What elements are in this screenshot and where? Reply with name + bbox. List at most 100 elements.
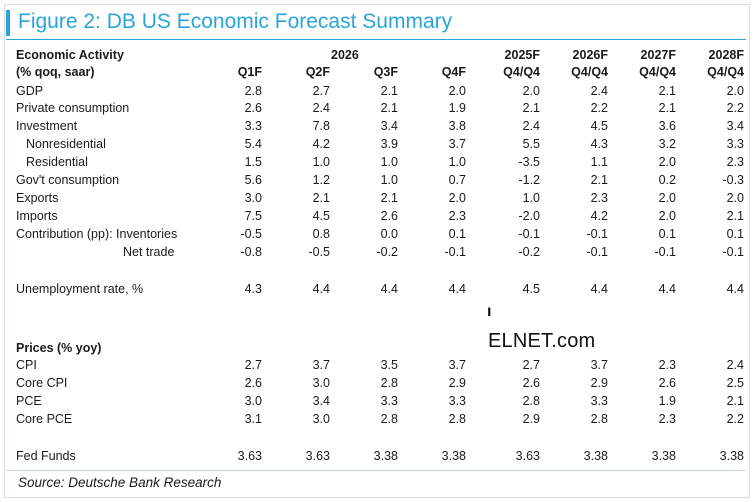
table-cell: 3.3	[448, 394, 466, 408]
table-cell: 1.0	[380, 173, 398, 187]
table-cell: 3.5	[380, 358, 398, 372]
table-cell: 2.1	[522, 101, 540, 115]
table-cell: 2.3	[448, 209, 466, 223]
table-cell: 3.38	[651, 449, 676, 463]
table-cell: 2.0	[658, 191, 676, 205]
table-cell: 4.4	[312, 282, 330, 296]
figure-title-bar: Figure 2: DB US Economic Forecast Summar…	[6, 8, 746, 38]
table-cell: 1.2	[312, 173, 330, 187]
table-cell: 7.8	[312, 119, 330, 133]
table-cell: 3.38	[441, 449, 466, 463]
table-cell: 0.1	[726, 227, 744, 241]
table-cell: 3.3	[244, 119, 262, 133]
table-cell: 3.38	[719, 449, 744, 463]
row-label-exports: Exports	[16, 191, 59, 205]
table-cell: -2.0	[518, 209, 540, 223]
table-cell: 2.8	[380, 376, 398, 390]
table-cell: 3.0	[312, 376, 330, 390]
table-cell: -0.2	[376, 245, 398, 259]
table-cell: 4.5	[312, 209, 330, 223]
table-cell: 2.8	[380, 412, 398, 426]
table-cell: 3.7	[448, 137, 466, 151]
table-cell: 2.1	[312, 191, 330, 205]
table-cell: 4.3	[244, 282, 262, 296]
table-cell: -0.1	[586, 227, 608, 241]
table-cell: 2.1	[658, 101, 676, 115]
table-cell: 3.4	[312, 394, 330, 408]
table-cell: 2.1	[590, 173, 608, 187]
table-cell: 1.9	[448, 101, 466, 115]
table-cell: -0.3	[722, 173, 744, 187]
row-label-residential: Residential	[26, 155, 88, 169]
col-subheader-2026f: Q4/Q4	[571, 65, 608, 79]
table-cell: 2.0	[726, 84, 744, 98]
table-cell: 2.4	[522, 119, 540, 133]
table-cell: 2.3	[726, 155, 744, 169]
table-cell: 3.63	[237, 449, 262, 463]
table-cell: 4.4	[448, 282, 466, 296]
table-cell: -0.1	[444, 245, 466, 259]
table-cell: 2.1	[726, 209, 744, 223]
table-cell: -0.8	[240, 245, 262, 259]
col-header-2028f: 2028F	[708, 48, 744, 62]
table-cell: 1.0	[312, 155, 330, 169]
table-cell: 2.7	[244, 358, 262, 372]
table-cell: 2.6	[522, 376, 540, 390]
table-cell: 2.0	[448, 191, 466, 205]
row-label-nonresidential: Nonresidential	[26, 137, 106, 151]
table-cell: 0.1	[658, 227, 676, 241]
source-note: Source: Deutsche Bank Research	[18, 475, 222, 490]
col-header-q1f: Q1F	[237, 65, 262, 79]
table-cell: 3.6	[658, 119, 676, 133]
col-subheader-2025f: Q4/Q4	[503, 65, 540, 79]
table-cell: 2.2	[590, 101, 608, 115]
row-label-fed-funds: Fed Funds	[16, 449, 76, 463]
table-cell: 1.0	[380, 155, 398, 169]
table-cell: 2.1	[380, 84, 398, 98]
table-cell: -1.2	[518, 173, 540, 187]
table-cell: 2.6	[380, 209, 398, 223]
table-cell: 3.7	[312, 358, 330, 372]
table-cell: 3.8	[448, 119, 466, 133]
table-cell: 1.0	[448, 155, 466, 169]
table-cell: 2.4	[590, 84, 608, 98]
table-cell: 2.5	[726, 376, 744, 390]
table-cell: -0.1	[518, 227, 540, 241]
table-cell: 3.0	[244, 394, 262, 408]
table-cell: 0.8	[312, 227, 330, 241]
table-cell: 5.4	[244, 137, 262, 151]
table-cell: -0.5	[308, 245, 330, 259]
section-sub-qoq-saar: (% qoq, saar)	[16, 65, 95, 79]
table-cell: 2.0	[658, 155, 676, 169]
table-cell: 3.0	[312, 412, 330, 426]
row-label-govt-consumption: Gov't consumption	[16, 173, 120, 187]
table-cell: 3.7	[590, 358, 608, 372]
table-cell: 7.5	[244, 209, 262, 223]
table-cell: 0.1	[448, 227, 466, 241]
table-cell: 2.1	[380, 191, 398, 205]
table-cell: 2.3	[590, 191, 608, 205]
table-cell: 1.1	[590, 155, 608, 169]
table-cell: 2.8	[244, 84, 262, 98]
table-cell: 2.2	[726, 412, 744, 426]
table-cell: -3.5	[518, 155, 540, 169]
table-cell: 2.8	[590, 412, 608, 426]
table-cell: -0.5	[240, 227, 262, 241]
col-header-2026f: 2026F	[572, 48, 608, 62]
table-cell: 1.5	[244, 155, 262, 169]
row-label-core-cpi: Core CPI	[16, 376, 68, 390]
source-divider	[6, 470, 746, 471]
col-header-2027f: 2027F	[640, 48, 676, 62]
table-cell: -0.1	[586, 245, 608, 259]
title-underline	[6, 39, 746, 40]
row-label-contribution-inventories: Contribution (pp): Inventories	[16, 227, 178, 241]
table-cell: 3.38	[583, 449, 608, 463]
col-header-q2f: Q2F	[305, 65, 330, 79]
row-label-private-consumption: Private consumption	[16, 101, 130, 115]
table-cell: 2.2	[726, 101, 744, 115]
table-cell: 0.7	[448, 173, 466, 187]
table-cell: 4.3	[590, 137, 608, 151]
table-cell: 2.0	[448, 84, 466, 98]
row-label-cpi: CPI	[16, 358, 37, 372]
table-cell: 2.3	[658, 358, 676, 372]
